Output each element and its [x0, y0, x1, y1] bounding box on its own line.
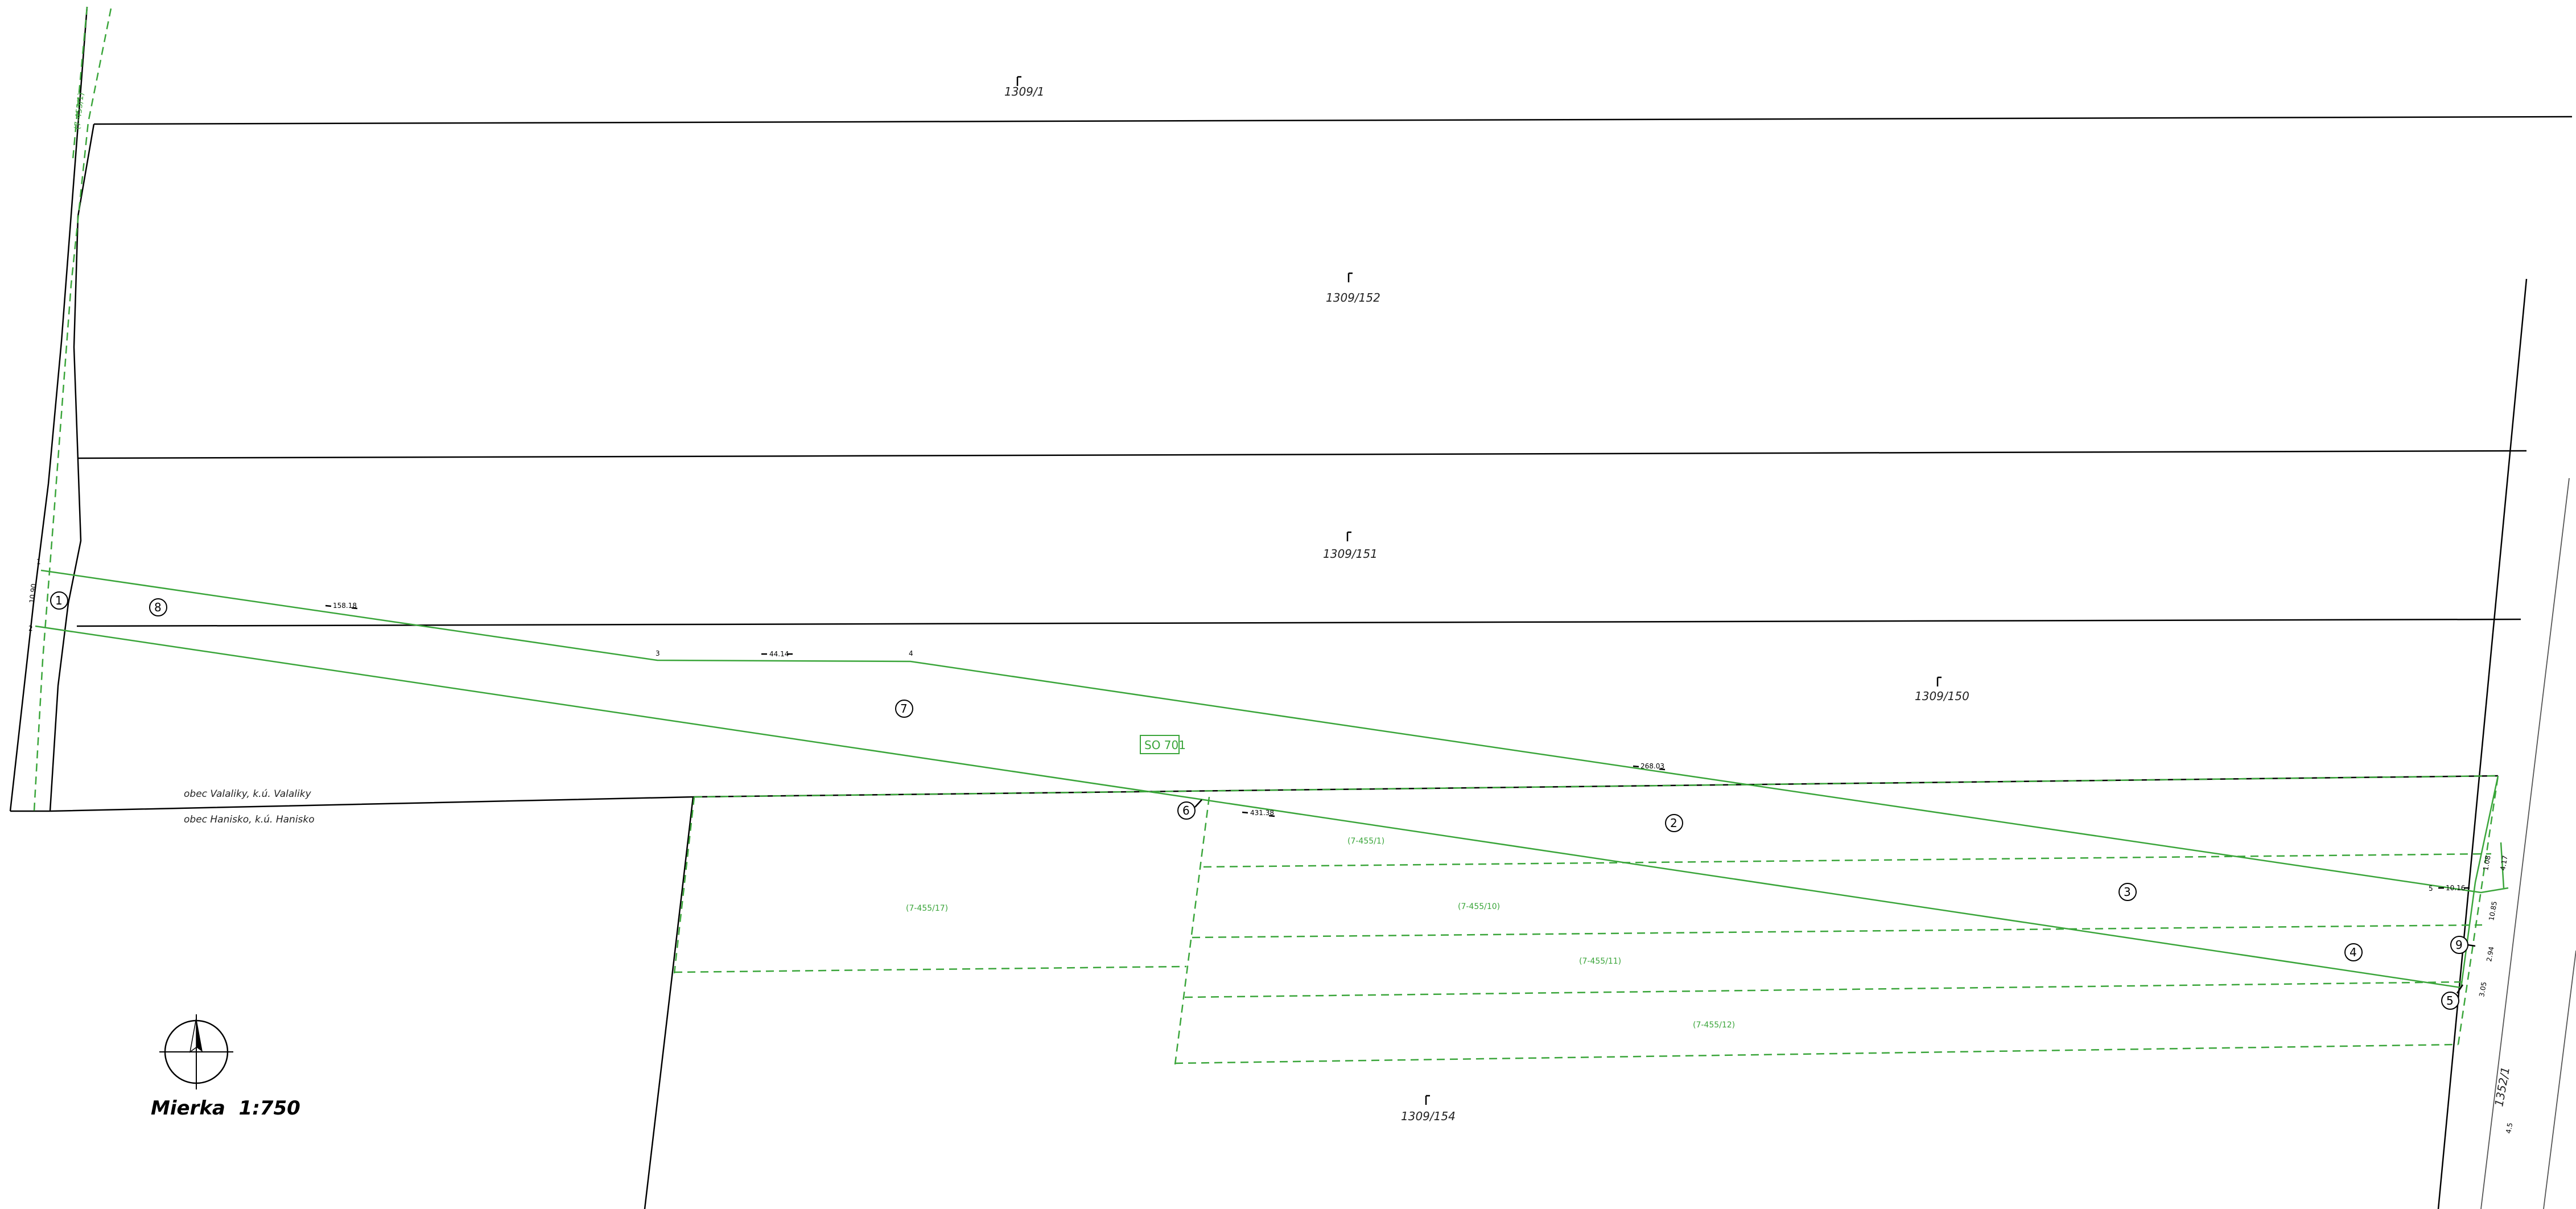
e-label-7-455-12: (7-455/12) — [1693, 1021, 1735, 1030]
point-2: 2 — [28, 624, 33, 632]
circled-number-8: 8 — [149, 598, 167, 616]
dim-10-90: 10.90 — [28, 583, 38, 604]
point-1: 1 — [36, 558, 41, 566]
parcel-1309-150: 1309/150 — [1915, 689, 1969, 703]
west-boundary-inner — [49, 124, 95, 812]
dim-2-94: 2.94 — [2485, 946, 2495, 963]
marker-c-5 — [1425, 1095, 1430, 1105]
east-road-edge-2 — [2480, 478, 2570, 1209]
east-tick-green — [2500, 842, 2505, 889]
project-lines — [33, 6, 2509, 1065]
parcel-1309-1: 1309/1 — [1004, 85, 1044, 98]
e-parcel-12-south — [1174, 1043, 2459, 1064]
circled-number-4: 4 — [2344, 943, 2363, 961]
so-701-text: SO 701 — [1144, 738, 1186, 752]
dim-4-17: 4.17 — [2499, 855, 2509, 871]
circled-number-3: 3 — [2118, 883, 2137, 901]
scale-label: Mierka 1:750 — [151, 1097, 300, 1120]
point-3: 3 — [656, 649, 660, 657]
svg-text:2: 2 — [1670, 816, 1678, 830]
marker-c-4 — [1936, 676, 1942, 686]
svg-text:5: 5 — [2446, 994, 2454, 1008]
svg-text:4: 4 — [2350, 945, 2357, 959]
e-label-west: (7-455/1) — [73, 92, 86, 130]
marker-c-3 — [1346, 531, 1351, 541]
west-boundary-outer — [9, 6, 88, 812]
parcel-1352-1: 1352/1 — [2492, 1066, 2512, 1107]
boundary-1309-154-west — [644, 796, 694, 1209]
parcel-1309-151: 1309/151 — [1323, 547, 1378, 561]
e-parcel-17-south — [674, 965, 1187, 973]
so-701-label-box: SO 701 — [1140, 735, 1186, 754]
e-parcel-10-south — [1192, 924, 2483, 939]
east-road-edge-1 — [2437, 278, 2528, 1209]
point-4: 4 — [909, 649, 913, 657]
svg-text:9: 9 — [2455, 938, 2463, 952]
marker-c-1 — [1016, 76, 1021, 86]
municipality-north: obec Valaliky, k.ú. Valaliky — [184, 788, 312, 800]
point-5: 5 — [2429, 885, 2433, 893]
municipality-south: obec Hanisko, k.ú. Hanisko — [184, 814, 315, 825]
svg-text:7: 7 — [900, 702, 908, 715]
e-parcel-west-edge — [1174, 796, 1210, 1065]
dim-10-16: 10.16 — [2446, 884, 2465, 892]
north-arrow-icon — [159, 1014, 233, 1089]
svg-text:8: 8 — [154, 601, 162, 614]
dim-4-5: 4.5 — [2504, 1122, 2514, 1134]
e-label-7-455-1: (7-455/1) — [1347, 837, 1384, 846]
circled-number-5: 5 — [2441, 992, 2459, 1010]
e-parcel-1-south — [1203, 853, 2492, 868]
svg-text:6: 6 — [1182, 804, 1190, 817]
dimensions: 158.18 44.14 268.03 431.38 10.16 10.90 1… — [28, 583, 2514, 1134]
circled-numbers: 1 2 3 4 5 6 7 8 9 — [50, 591, 2476, 1010]
e-parcel-east-edge — [2457, 775, 2499, 1045]
circled-number-2: 2 — [1665, 814, 1683, 832]
corridor-south-line — [35, 625, 2462, 989]
boundary-1309-1 — [93, 116, 2573, 125]
e-label-7-455-10: (7-455/10) — [1458, 902, 1500, 911]
so-701-frame — [1140, 735, 1180, 754]
municipality-labels: obec Valaliky, k.ú. Valaliky obec Hanisk… — [184, 788, 315, 825]
e-label-7-455-17: (7-455/17) — [906, 904, 948, 913]
dim-1-08: 1.08 — [2482, 855, 2492, 871]
register-e-labels: (7-455/1) (7-455/10) (7-455/11) (7-455/1… — [73, 92, 1735, 1030]
e-parcel-11-south — [1184, 981, 2467, 998]
dim-431-38: 431.38 — [1250, 809, 1274, 817]
cadastral-boundaries — [9, 6, 2576, 1209]
point-numbers: 1 2 3 4 5 — [28, 558, 2433, 893]
dim-3-05: 3.05 — [2478, 981, 2488, 998]
svg-text:1: 1 — [55, 594, 63, 607]
svg-text:3: 3 — [2124, 885, 2131, 899]
dim-10-85: 10.85 — [2487, 900, 2499, 921]
boundary-1309-151 — [76, 618, 2521, 627]
municipality-boundary — [10, 775, 2499, 812]
parcel-labels: 1309/1 1309/152 1309/151 1309/150 1309/1… — [1004, 76, 2512, 1123]
e-label-7-455-11: (7-455/11) — [1579, 957, 1621, 966]
dim-158-18: 158.18 — [333, 602, 357, 610]
corridor-east-edge — [2460, 775, 2499, 988]
dim-44-14: 44.14 — [769, 650, 789, 658]
marker-c-2 — [1347, 272, 1353, 282]
circled-number-7: 7 — [895, 700, 913, 718]
parcel-1309-152: 1309/152 — [1326, 291, 1380, 305]
boundary-1309-152 — [78, 450, 2527, 459]
parcel-1309-154: 1309/154 — [1401, 1109, 1456, 1123]
circled-number-9: 9 — [2450, 936, 2468, 954]
circled-number-6: 6 — [1177, 801, 1196, 820]
corridor-north-line — [40, 569, 2509, 894]
e-parcel-17-west — [673, 796, 695, 974]
west-green-dashed — [33, 8, 112, 812]
circled-number-1: 1 — [50, 591, 68, 610]
east-road-edge-3 — [2543, 950, 2576, 1209]
dim-268-03: 268.03 — [1641, 762, 1664, 770]
